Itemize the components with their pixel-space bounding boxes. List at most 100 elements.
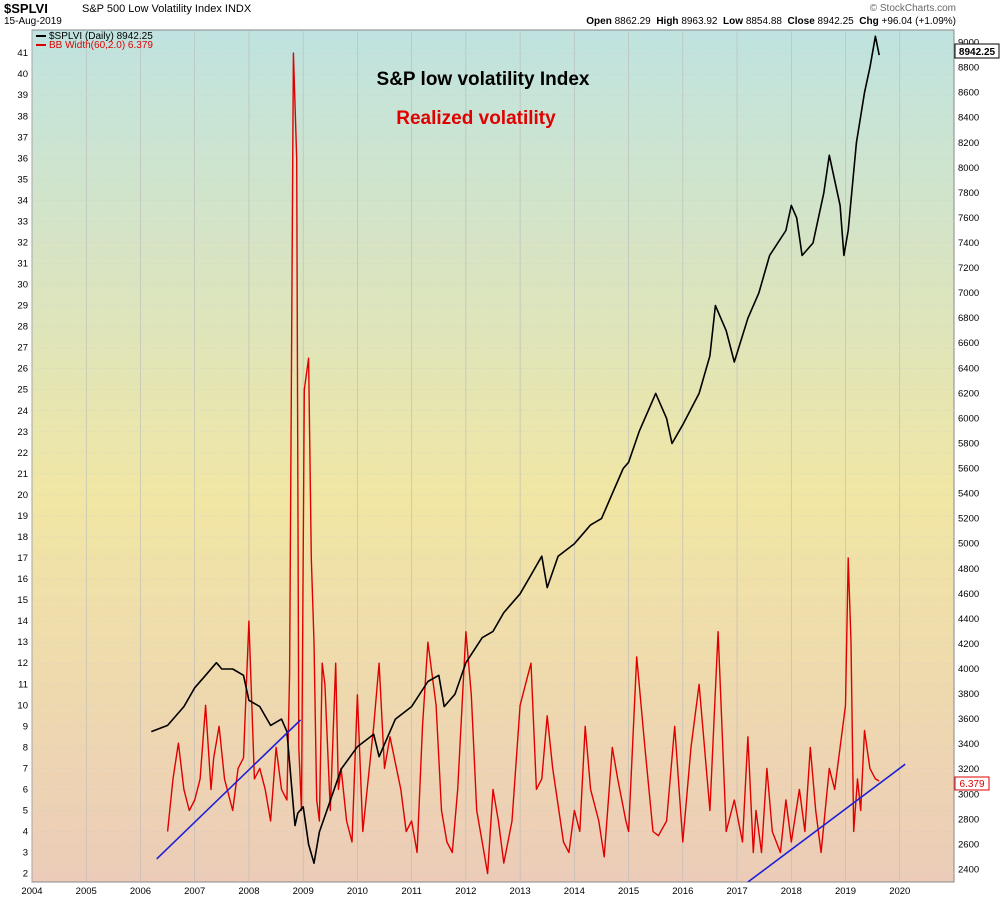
close-value: 8942.25 <box>817 16 854 27</box>
left-tick-label: 3 <box>23 848 28 859</box>
right-tick-label: 3800 <box>958 689 979 700</box>
left-tick-label: 2 <box>23 869 28 880</box>
x-tick-label: 2015 <box>618 886 639 897</box>
left-tick-label: 21 <box>17 469 28 480</box>
right-tick-label: 4000 <box>958 664 979 675</box>
left-tick-label: 19 <box>17 511 28 522</box>
series-layer <box>151 35 906 882</box>
x-tick-label: 2010 <box>347 886 368 897</box>
left-tick-label: 10 <box>17 700 28 711</box>
bbw-line <box>166 52 880 875</box>
x-tick-label: 2013 <box>510 886 531 897</box>
price-tag-text: 8942.25 <box>959 47 996 58</box>
left-tick-label: 13 <box>17 637 28 648</box>
left-tick-label: 35 <box>17 174 28 185</box>
left-tick-label: 16 <box>17 574 28 585</box>
left-tick-label: 15 <box>17 595 28 606</box>
left-tick-label: 26 <box>17 364 28 375</box>
watermark: © StockCharts.com <box>869 3 956 14</box>
left-tick-label: 12 <box>17 658 28 669</box>
left-tick-label: 30 <box>17 280 28 291</box>
right-tick-label: 3200 <box>958 764 979 775</box>
right-tick-label: 4400 <box>958 614 979 625</box>
legend-item-bbw: BB Width(60,2.0) 6.379 <box>49 40 153 51</box>
left-tick-label: 22 <box>17 448 28 459</box>
right-tick-label: 7800 <box>958 188 979 199</box>
left-tick-label: 18 <box>17 532 28 543</box>
bbw-value-tag: 6.379 <box>954 776 990 791</box>
axes-layer: 2004 2005 2006 2007 2008 2009 2010 2011 2012 2013… <box>17 38 979 897</box>
right-tick-label: 7200 <box>958 263 979 274</box>
x-tick-label: 2006 <box>130 886 151 897</box>
right-tick-label: 5000 <box>958 539 979 550</box>
x-tick-label: 2018 <box>781 886 802 897</box>
left-tick-label: 7 <box>23 763 28 774</box>
left-tick-label: 14 <box>17 616 28 627</box>
right-tick-label: 5600 <box>958 464 979 475</box>
low-label: Low <box>723 16 744 27</box>
right-tick-label: 7400 <box>958 238 979 249</box>
right-tick-label: 4200 <box>958 639 979 650</box>
exchange-label: INDX <box>224 3 252 15</box>
right-tick-label: 5200 <box>958 514 979 525</box>
right-tick-label: 4800 <box>958 564 979 575</box>
left-tick-label: 40 <box>17 69 28 80</box>
right-tick-label: 8600 <box>958 88 979 99</box>
plot-background <box>31 29 955 883</box>
left-tick-label: 20 <box>17 490 28 501</box>
right-tick-label: 7000 <box>958 288 979 299</box>
right-tick-label: 8800 <box>958 63 979 74</box>
left-tick-label: 28 <box>17 322 28 333</box>
right-tick-label: 6000 <box>958 413 979 424</box>
x-tick-label: 2005 <box>76 886 97 897</box>
left-tick-label: 39 <box>17 90 28 101</box>
left-tick-label: 27 <box>17 343 28 354</box>
chg-value: +96.04 (+1.09%) <box>881 16 957 27</box>
open-value: 8862.29 <box>614 16 651 27</box>
x-tick-label: 2009 <box>293 886 314 897</box>
right-tick-label: 5400 <box>958 489 979 500</box>
right-tick-label: 7600 <box>958 213 979 224</box>
high-label: High <box>656 16 679 27</box>
index-name-text: S&P 500 Low Volatility Index <box>82 3 222 15</box>
right-tick-label: 2400 <box>958 864 979 875</box>
trendline-1 <box>156 719 302 860</box>
legend-item-price: $SPLVI (Daily) 8942.25 <box>49 31 153 42</box>
legend: $SPLVI (Daily) 8942.25 BB Width(60,2.0) … <box>36 31 153 51</box>
right-tick-label: 8000 <box>958 163 979 174</box>
right-tick-label: 6600 <box>958 338 979 349</box>
left-tick-label: 37 <box>17 132 28 143</box>
x-tick-label: 2019 <box>835 886 856 897</box>
right-tick-label: 4600 <box>958 589 979 600</box>
price-line <box>151 35 880 865</box>
x-tick-label: 2008 <box>238 886 259 897</box>
close-label: Close <box>787 16 815 27</box>
right-tick-label: 3400 <box>958 739 979 750</box>
left-tick-label: 38 <box>17 111 28 122</box>
left-tick-label: 31 <box>17 259 28 270</box>
bbw-tag-text: 6.379 <box>959 779 984 790</box>
ohlc-summary: Open 8862.29 High 8963.92 Low 8854.88 Cl… <box>586 16 956 27</box>
x-tick-label: 2007 <box>184 886 205 897</box>
chart-date: 15-Aug-2019 <box>4 16 62 27</box>
right-tick-label: 3600 <box>958 714 979 725</box>
open-label: Open <box>586 16 612 27</box>
x-tick-label: 2017 <box>726 886 747 897</box>
left-tick-label: 6 <box>23 784 28 795</box>
x-tick-label: 2016 <box>672 886 693 897</box>
left-tick-label: 5 <box>23 805 28 816</box>
right-tick-label: 6800 <box>958 313 979 324</box>
left-tick-label: 41 <box>17 48 28 59</box>
right-tick-label: 9000 <box>958 38 979 49</box>
x-tick-label: 2011 <box>401 886 421 897</box>
left-tick-label: 36 <box>17 153 28 164</box>
left-tick-label: 24 <box>17 406 28 417</box>
left-tick-label: 9 <box>23 721 28 732</box>
left-tick-label: 34 <box>17 195 28 206</box>
bbw-tag-box <box>954 776 990 791</box>
right-tick-label: 8400 <box>958 113 979 124</box>
left-tick-label: 11 <box>18 679 28 690</box>
price-value-tag: 8942.25 <box>954 43 1000 59</box>
x-tick-label: 2020 <box>889 886 910 897</box>
